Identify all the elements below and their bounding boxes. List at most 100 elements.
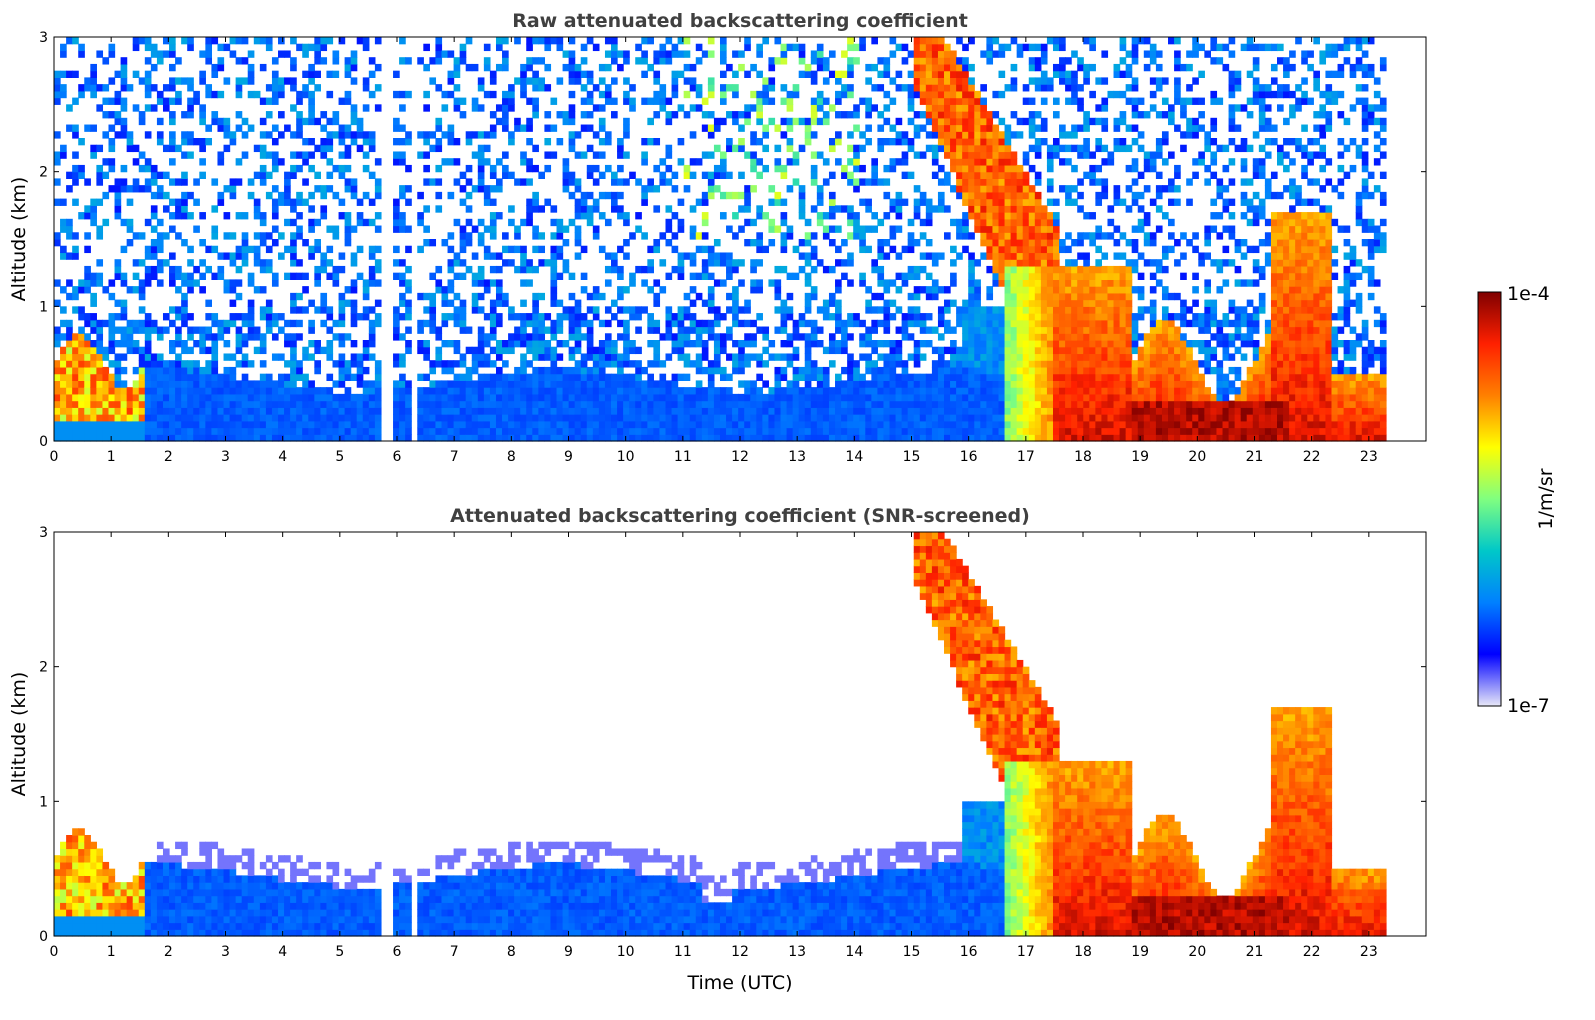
raw-cell: [738, 380, 745, 388]
raw-cell: [925, 111, 933, 119]
raw-cell: [489, 131, 497, 139]
raw-cell: [822, 407, 830, 415]
raw-cell: [1010, 77, 1018, 85]
raw-cell: [314, 272, 321, 280]
raw-cell: [810, 111, 818, 119]
raw-cell: [459, 299, 467, 307]
raw-cell: [792, 117, 800, 126]
raw-cell: [677, 198, 685, 206]
raw-cell: [175, 232, 182, 240]
raw-cell: [647, 434, 654, 442]
raw-cell: [338, 360, 346, 368]
raw-cell: [719, 84, 727, 92]
raw-cell: [417, 393, 424, 402]
raw-cell: [853, 57, 860, 65]
raw-cell: [623, 373, 630, 381]
raw-cell: [399, 387, 406, 395]
raw-cell: [247, 434, 255, 442]
raw-cell: [162, 387, 170, 395]
raw-cell: [598, 191, 606, 200]
raw-cell: [1022, 178, 1030, 186]
raw-cell: [314, 37, 321, 45]
raw-cell: [417, 373, 424, 381]
raw-cell: [326, 144, 334, 153]
raw-cell: [671, 400, 679, 408]
raw-cell: [713, 434, 721, 442]
raw-cell: [586, 77, 594, 85]
raw-cell: [865, 205, 872, 213]
raw-cell: [810, 427, 818, 435]
raw-cell: [84, 319, 91, 328]
raw-cell: [689, 104, 697, 112]
raw-cell: [187, 191, 194, 200]
raw-cell: [732, 292, 739, 301]
raw-cell: [278, 380, 285, 388]
raw-cell: [986, 393, 994, 402]
raw-cell: [374, 380, 382, 388]
raw-cell: [816, 198, 824, 206]
raw-cell: [925, 407, 933, 415]
raw-cell: [290, 218, 297, 227]
raw-cell: [750, 333, 757, 341]
raw-cell: [90, 212, 97, 220]
raw-cell: [810, 333, 818, 341]
raw-cell: [84, 205, 91, 213]
raw-cell: [320, 319, 328, 328]
raw-cell: [78, 171, 85, 179]
raw-cell: [441, 158, 449, 166]
raw-cell: [913, 124, 921, 132]
raw-cell: [962, 63, 969, 72]
raw-cell: [853, 380, 860, 388]
raw-cell: [175, 313, 182, 321]
raw-cell: [66, 326, 73, 334]
raw-cell: [290, 340, 297, 348]
raw-cell: [865, 225, 872, 233]
raw-cell: [968, 90, 975, 99]
raw-cell: [822, 366, 830, 375]
raw-cell: [120, 164, 128, 173]
raw-cell: [453, 178, 461, 186]
raw-cell: [877, 178, 885, 186]
raw-cell: [150, 84, 158, 92]
raw-cell: [998, 178, 1006, 186]
raw-cell: [968, 434, 975, 442]
raw-cell: [350, 225, 358, 233]
raw-cell: [816, 63, 824, 72]
raw-cell: [72, 306, 79, 314]
raw-cell: [429, 420, 437, 429]
raw-cell: [792, 90, 800, 99]
raw-cell: [78, 420, 85, 429]
raw-cell: [956, 151, 963, 159]
raw-cell: [883, 138, 891, 146]
raw-cell: [72, 366, 79, 375]
raw-cell: [90, 353, 97, 361]
raw-cell: [744, 387, 751, 395]
raw-cell: [108, 380, 116, 388]
raw-cell: [871, 434, 878, 442]
raw-cell: [374, 37, 382, 45]
raw-cell: [1016, 387, 1024, 395]
raw-cell: [308, 393, 315, 402]
raw-cell: [980, 111, 987, 119]
raw-cell: [726, 138, 733, 146]
raw-cell: [78, 387, 85, 395]
raw-cell: [162, 205, 170, 213]
raw-cell: [471, 292, 479, 301]
raw-cell: [368, 279, 376, 287]
raw-cell: [259, 393, 267, 402]
raw-cell: [841, 366, 848, 375]
raw-cell: [332, 434, 340, 442]
raw-cell: [962, 104, 969, 112]
raw-cell: [604, 218, 612, 227]
raw-cell: [1028, 400, 1036, 408]
raw-cell: [907, 387, 915, 395]
raw-cell: [278, 158, 285, 166]
raw-cell: [968, 279, 975, 287]
raw-cell: [586, 292, 594, 301]
raw-cell: [508, 259, 515, 267]
raw-cell: [356, 373, 364, 381]
raw-cell: [72, 286, 79, 294]
raw-cell: [719, 50, 727, 58]
raw-cell: [828, 420, 836, 429]
raw-cell: [1022, 218, 1030, 227]
